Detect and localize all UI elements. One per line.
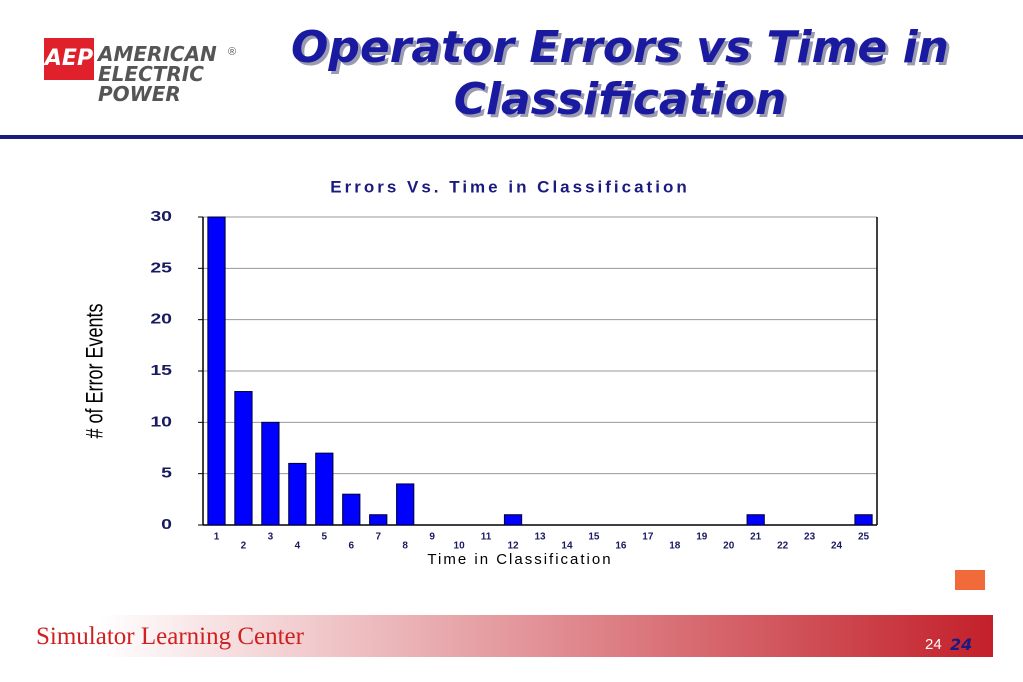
logo-line: POWER	[98, 82, 181, 106]
bar	[315, 452, 334, 526]
y-axis-label: # of Error Events	[82, 304, 108, 439]
x-tick-label: 17	[642, 532, 654, 543]
x-tick-label: 2	[241, 541, 247, 552]
orange-square	[955, 570, 985, 590]
header-rule	[0, 135, 1023, 139]
x-tick-label: 5	[322, 532, 328, 543]
logo-text: AMERICAN ELECTRIC POWER	[98, 44, 217, 104]
x-tick-label: 8	[402, 541, 408, 552]
bar	[261, 421, 280, 526]
y-tick-label: 5	[161, 464, 172, 481]
bar	[288, 462, 307, 526]
x-tick-label: 12	[507, 541, 519, 552]
x-tick-label: 21	[750, 532, 762, 543]
footer-bar	[0, 615, 993, 657]
bar	[342, 493, 361, 526]
x-tick-label: 25	[858, 532, 870, 543]
x-tick-label: 16	[615, 541, 627, 552]
page-number: 24	[925, 636, 942, 653]
x-tick-label: 9	[429, 532, 435, 543]
logo-line: ELECTRIC	[98, 62, 204, 86]
page-number: 24	[950, 635, 973, 654]
slide-title: Operator Errors vs Time in Classificatio…	[290, 22, 949, 125]
y-tick-label: 25	[150, 258, 172, 275]
x-tick-label: 14	[561, 541, 573, 552]
x-tick-label: 15	[588, 532, 600, 543]
x-tick-label: 4	[295, 541, 301, 552]
chart-title: Errors Vs. Time in Classification	[330, 177, 689, 196]
x-tick-label: 3	[268, 532, 274, 543]
bar	[854, 514, 873, 526]
bar	[396, 483, 415, 526]
x-tick-label: 13	[534, 532, 546, 543]
x-tick-label: 23	[804, 532, 816, 543]
bar	[369, 514, 388, 526]
logo-line: AMERICAN	[98, 42, 217, 66]
bar	[746, 514, 765, 526]
bar	[503, 514, 523, 526]
x-tick-label: 1	[214, 532, 220, 543]
x-tick-label: 7	[375, 532, 381, 543]
logo-badge: AEP	[44, 38, 94, 80]
y-tick-label: 20	[150, 310, 172, 327]
x-tick-label: 11	[481, 532, 492, 543]
x-axis-label: Time in Classification	[427, 551, 612, 568]
x-tick-label: 19	[696, 532, 708, 543]
x-tick-label: 24	[831, 541, 843, 552]
footer-text: Simulator Learning Center	[36, 623, 304, 650]
bar	[234, 391, 253, 526]
x-tick-label: 22	[777, 541, 789, 552]
y-tick-label: 30	[150, 207, 172, 224]
bar	[207, 216, 226, 526]
y-tick-label: 0	[161, 515, 172, 532]
x-tick-label: 6	[348, 541, 354, 552]
x-tick-label: 18	[669, 541, 681, 552]
chart: Errors Vs. Time in Classification Time i…	[82, 177, 878, 568]
logo-mark: ®	[228, 46, 237, 58]
y-tick-label: 15	[150, 361, 172, 378]
x-tick-label: 20	[723, 541, 735, 552]
y-tick-label: 10	[150, 412, 172, 429]
x-tick-label: 10	[454, 541, 466, 552]
